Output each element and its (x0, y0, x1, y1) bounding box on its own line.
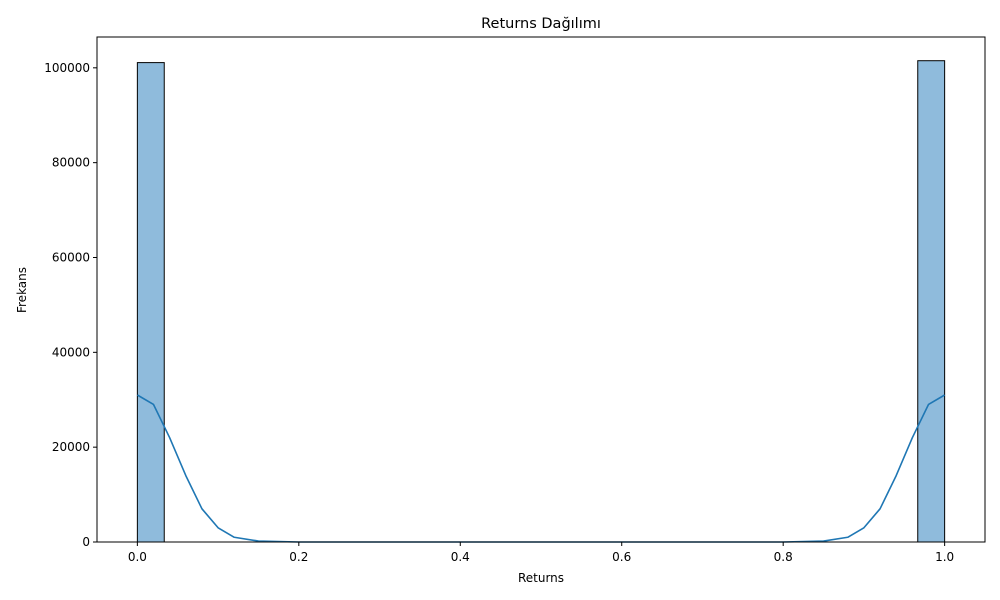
y-tick-label: 20000 (52, 440, 90, 454)
y-tick-label: 60000 (52, 250, 90, 264)
histogram-bar (917, 60, 946, 543)
plot-area (96, 36, 986, 543)
x-tick-label: 0.4 (451, 550, 470, 564)
x-tick-label: 0.2 (289, 550, 308, 564)
x-tick-label: 0.6 (612, 550, 631, 564)
x-axis: 0.0 0.2 0.4 0.6 0.8 1.0 (128, 542, 954, 564)
y-axis-title: Frekans (15, 267, 29, 313)
x-axis-title: Returns (518, 571, 564, 585)
histogram-bar (136, 62, 165, 543)
kde-line (136, 394, 946, 543)
y-tick-label: 0 (82, 535, 90, 549)
axes-frame (96, 36, 986, 543)
y-axis: 0 20000 40000 60000 80000 100000 (44, 61, 97, 549)
x-tick-label: 0.0 (128, 550, 147, 564)
x-tick-label: 0.8 (774, 550, 793, 564)
x-tick-label: 1.0 (935, 550, 954, 564)
chart-title: Returns Dağılımı (481, 16, 601, 32)
y-tick-label: 40000 (52, 345, 90, 359)
y-tick-label: 80000 (52, 156, 90, 170)
y-tick-label: 100000 (44, 61, 90, 75)
